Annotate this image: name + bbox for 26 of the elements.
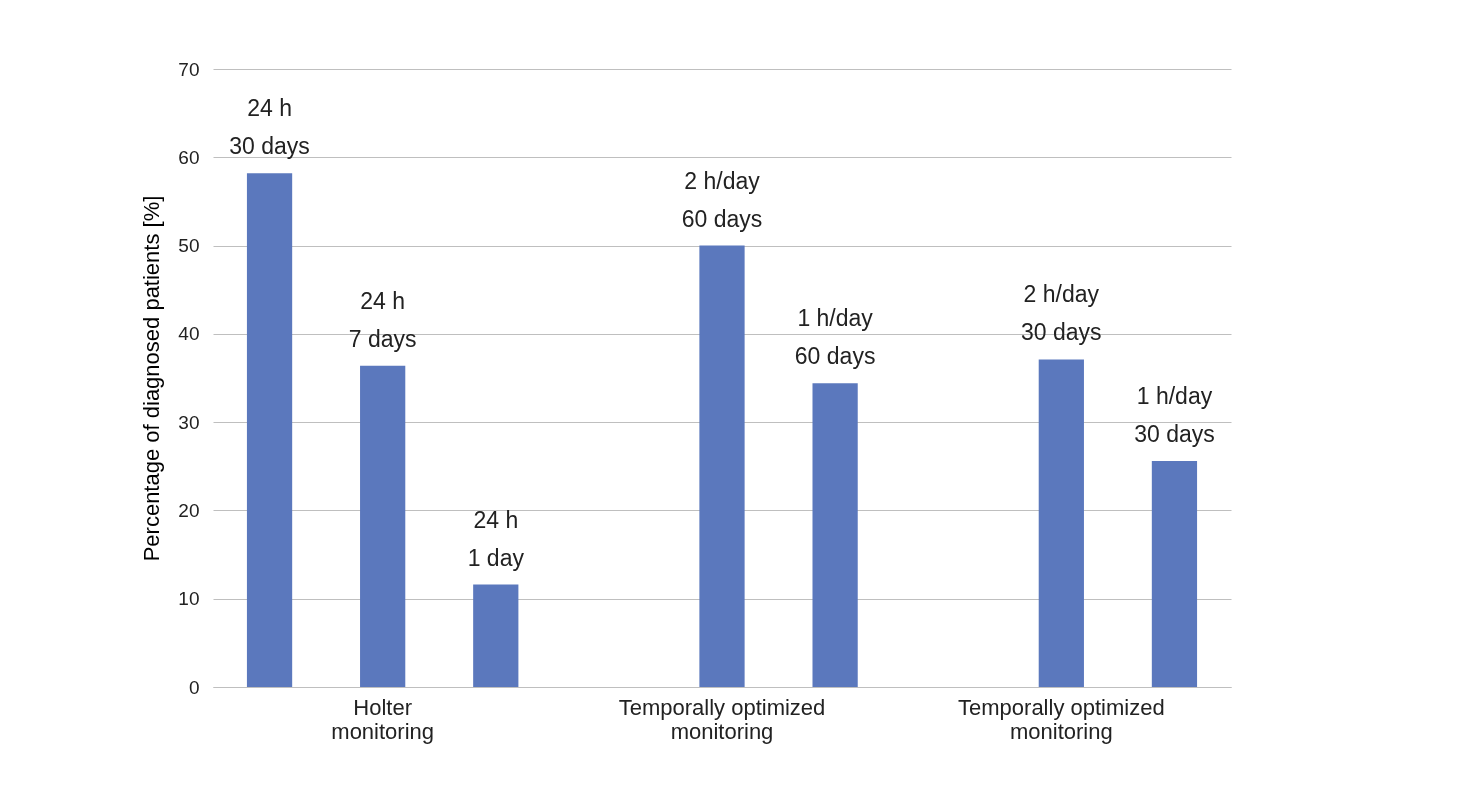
annotation: 2 h/day 30 days (1021, 281, 1102, 346)
y-tick-label: 70 (178, 58, 200, 80)
x-tick-label: Temporally optimized monitoring (618, 694, 826, 744)
y-tick-label: 20 (178, 499, 200, 521)
bar (473, 584, 519, 687)
y-tick-label: 50 (178, 235, 200, 257)
bar (246, 173, 293, 687)
bar (812, 383, 858, 687)
bar (360, 365, 406, 687)
y-tick-label: 40 (178, 323, 200, 345)
annotation: 1 h/day 60 days (794, 305, 876, 370)
annotation: 24 h 7 days (348, 287, 417, 352)
x-tick-label: Holter monitoring (331, 694, 435, 744)
bar (1038, 359, 1084, 687)
annotation: 2 h/day 60 days (681, 167, 763, 232)
y-tick-label: 10 (178, 588, 200, 610)
y-tick-label: 30 (178, 411, 200, 433)
y-tick-label: 0 (188, 676, 200, 698)
annotation: 24 h 1 day (467, 506, 525, 571)
x-tick-label: Temporally optimized monitoring (958, 694, 1165, 744)
annotation: 24 h 30 days (229, 95, 310, 160)
annotation: 1 h/day 30 days (1134, 382, 1215, 447)
y-axis-title: Percentage of diagnosed patients [%] (139, 195, 165, 562)
bar (1151, 460, 1198, 687)
bar (699, 245, 745, 687)
y-tick-label: 60 (178, 146, 200, 168)
